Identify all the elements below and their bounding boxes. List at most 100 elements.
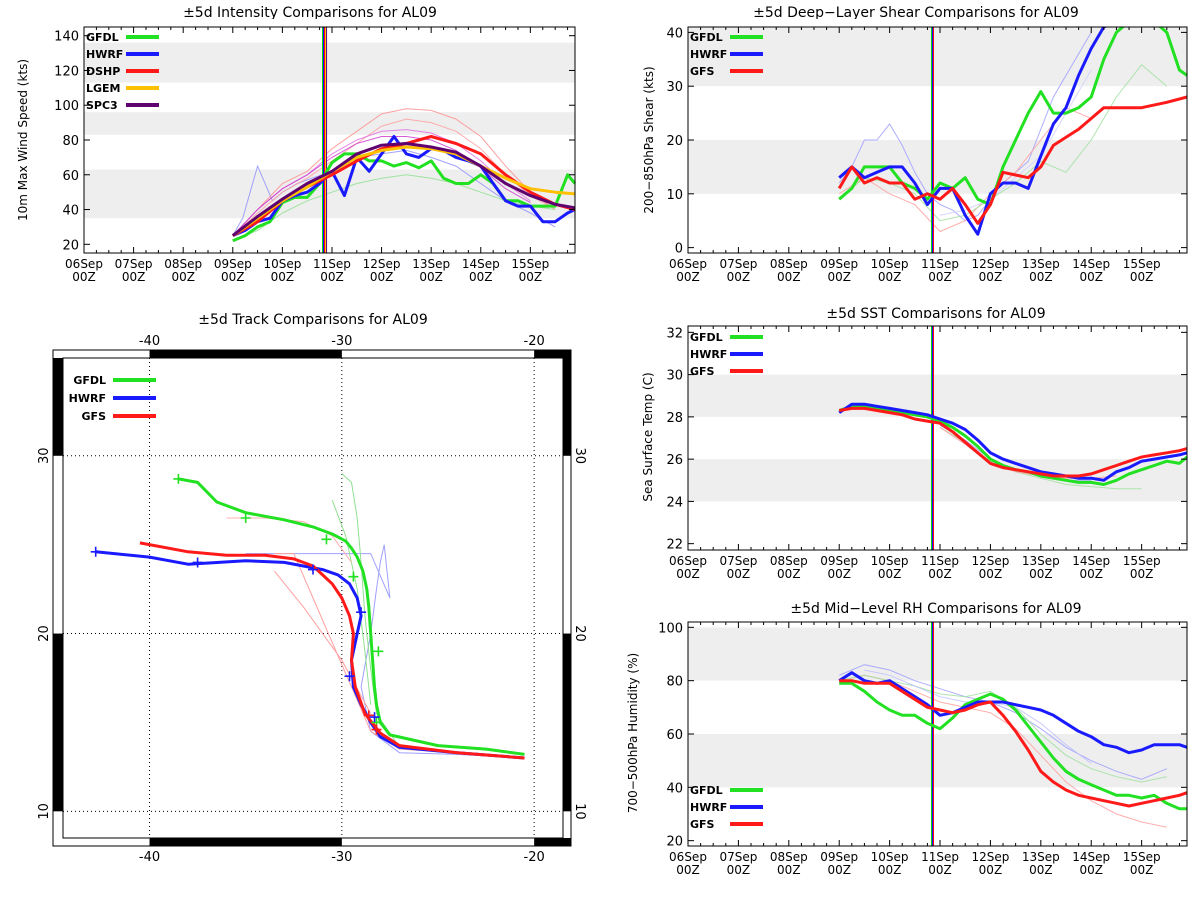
track-border-right-black-0	[563, 358, 571, 456]
track-faint-track-4	[331, 500, 372, 705]
intensity-xtick-label-2: 08Sep	[164, 257, 202, 271]
track-border-bottom-black-east	[534, 838, 571, 846]
intensity-ytick-label-20: 20	[62, 238, 79, 253]
sst-xtick-label-9: 15Sep	[1123, 554, 1161, 568]
rh-xtick-sub-9: 00Z	[1130, 863, 1154, 877]
rh-ytick-label-40: 40	[666, 781, 683, 796]
rh-ytick-label-20: 20	[666, 835, 683, 850]
shear-xtick-label-2: 08Sep	[770, 257, 808, 271]
rh-series-hwrf	[838, 671, 1188, 755]
track-plot: -40 -40 -30 -30 -20 -20 10 10 20 20 30 30 GFDL HWRF GF…	[37, 334, 587, 865]
rh-xtick-sub-0: 00Z	[676, 863, 700, 877]
sst-plot: 22242628303206Sep00Z07Sep00Z08Sep00Z09Se…	[666, 318, 1188, 581]
shear-top-mask	[687, 19, 1188, 27]
track-marker-0-0	[173, 473, 184, 484]
rh-xtick-label-9: 15Sep	[1123, 850, 1161, 864]
panel-shear: ±5d Deep−Layer Shear Comparisons for AL0…	[642, 5, 1188, 284]
track-lat-label-left-30: 30	[37, 448, 52, 465]
shear-xtick-label-5: 11Sep	[921, 257, 959, 271]
intensity-xtick-sub-9: 00Z	[519, 270, 543, 284]
intensity-xtick-sub-2: 00Z	[171, 270, 195, 284]
panel-intensity: ±5d Intensity Comparisons for AL09 10m M…	[16, 5, 577, 284]
track-lat-label-right-20: 20	[572, 625, 587, 642]
track-border-left-black-0	[53, 358, 63, 456]
rh-xtick-sub-3: 00Z	[827, 863, 851, 877]
rh-xtick-label-3: 09Sep	[820, 850, 858, 864]
sst-series-hwrf	[838, 402, 1188, 482]
rh-faint-trace-0	[839, 664, 1167, 780]
sst-legend-label-gfs: GFS	[690, 365, 715, 378]
shear-ytick-label-30: 30	[666, 80, 683, 95]
sst-ylabel: Sea Surface Temp (C)	[641, 372, 655, 501]
shear-legend-label-hwrf: HWRF	[690, 48, 727, 61]
rh-ytick-label-60: 60	[666, 728, 683, 743]
track-marker-0-3	[348, 571, 359, 582]
shear-ytick-label-0: 0	[675, 242, 683, 257]
track-border-right-black-1	[563, 633, 571, 812]
track-lon-label-bottom--40: -40	[139, 850, 160, 865]
shear-xtick-label-8: 14Sep	[1072, 257, 1110, 271]
intensity-xtick-label-7: 13Sep	[412, 257, 450, 271]
sst-xtick-sub-1: 00Z	[727, 567, 751, 581]
rh-xtick-sub-6: 00Z	[979, 863, 1003, 877]
track-marker-2-0	[363, 710, 374, 721]
rh-xtick-sub-5: 00Z	[928, 863, 952, 877]
sst-xtick-label-4: 10Sep	[871, 554, 909, 568]
intensity-plot: 2040608010012014006Sep00Z07Sep00Z08Sep00…	[54, 19, 577, 284]
track-marker-0-4	[373, 646, 384, 657]
track-legend-label-gfdl: GFDL	[73, 374, 106, 387]
intensity-legend-label-dshp: DSHP	[86, 65, 120, 78]
intensity-title: ±5d Intensity Comparisons for AL09	[183, 5, 437, 21]
rh-xtick-label-8: 14Sep	[1072, 850, 1110, 864]
rh-legend-label-gfs: GFS	[690, 818, 715, 831]
track-marker-0-2	[321, 534, 332, 545]
panel-rh: ±5d Mid−Level RH Comparisons for AL09 70…	[626, 601, 1188, 877]
rh-xtick-label-4: 10Sep	[871, 850, 909, 864]
rh-xtick-sub-4: 00Z	[878, 863, 902, 877]
intensity-xtick-label-9: 15Sep	[511, 257, 549, 271]
rh-xtick-label-1: 07Sep	[719, 850, 757, 864]
intensity-xtick-sub-7: 00Z	[419, 270, 443, 284]
intensity-top-mask	[83, 19, 576, 27]
rh-series-gfs	[839, 679, 1188, 808]
intensity-xtick-sub-4: 00Z	[271, 270, 295, 284]
shear-xtick-label-4: 10Sep	[871, 257, 909, 271]
track-marker-1-5	[369, 712, 380, 723]
rh-xtick-label-2: 08Sep	[770, 850, 808, 864]
intensity-faint-trace-3	[232, 174, 556, 242]
intensity-xtick-label-4: 10Sep	[263, 257, 301, 271]
sst-series-gfs	[838, 406, 1188, 478]
shear-xtick-label-3: 09Sep	[820, 257, 858, 271]
rh-title: ±5d Mid−Level RH Comparisons for AL09	[790, 601, 1081, 617]
shear-xtick-sub-2: 00Z	[777, 270, 801, 284]
shear-xtick-sub-8: 00Z	[1079, 270, 1103, 284]
shear-faint-trace-2	[838, 63, 1168, 222]
rh-xtick-sub-2: 00Z	[777, 863, 801, 877]
sst-xtick-label-0: 06Sep	[669, 554, 707, 568]
intensity-ytick-label-60: 60	[62, 169, 79, 184]
rh-xtick-sub-7: 00Z	[1029, 863, 1053, 877]
intensity-xtick-label-3: 09Sep	[214, 257, 252, 271]
track-lon-label-top--40: -40	[139, 334, 160, 349]
sst-xtick-sub-4: 00Z	[878, 567, 902, 581]
shear-xtick-label-6: 12Sep	[971, 257, 1009, 271]
shear-xtick-sub-4: 00Z	[878, 270, 902, 284]
sst-xtick-label-2: 08Sep	[770, 554, 808, 568]
sst-xtick-label-5: 11Sep	[921, 554, 959, 568]
intensity-xtick-sub-3: 00Z	[221, 270, 245, 284]
sst-xtick-label-6: 12Sep	[971, 554, 1009, 568]
track-border-bottom-black-0	[149, 838, 342, 846]
panel-sst: ±5d SST Comparisons for AL09 Sea Surface…	[641, 306, 1188, 581]
intensity-xtick-sub-8: 00Z	[469, 270, 493, 284]
shear-xtick-label-7: 13Sep	[1022, 257, 1060, 271]
shear-legend-label-gfdl: GFDL	[690, 31, 723, 44]
intensity-xtick-sub-0: 00Z	[72, 270, 96, 284]
intensity-ytick-label-120: 120	[54, 64, 79, 79]
intensity-xtick-label-5: 11Sep	[313, 257, 351, 271]
shear-ytick-label-20: 20	[666, 134, 683, 149]
sst-xtick-sub-6: 00Z	[979, 567, 1003, 581]
sst-xtick-label-8: 14Sep	[1072, 554, 1110, 568]
sst-xtick-sub-9: 00Z	[1130, 567, 1154, 581]
shear-xtick-sub-9: 00Z	[1130, 270, 1154, 284]
sst-legend-label-gfdl: GFDL	[690, 331, 723, 344]
